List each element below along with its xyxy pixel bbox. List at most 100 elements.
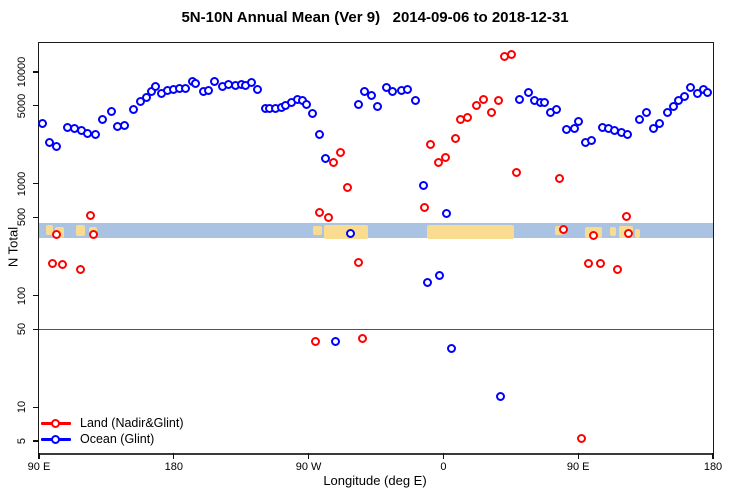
data-point-ocean [411, 95, 421, 105]
x-axis-tick [38, 453, 40, 459]
data-point-ocean [98, 114, 108, 124]
y-axis-tick-label: 50 [16, 323, 28, 336]
data-point-ocean [435, 271, 445, 281]
land-legend-circle-icon [51, 418, 60, 428]
data-point-ocean [423, 277, 433, 287]
legend: Land (Nadir&Glint) Ocean (Glint) [41, 415, 184, 447]
data-point-ocean [642, 107, 652, 117]
data-point-ocean [655, 118, 665, 128]
map-land-segment [323, 225, 368, 240]
data-point-land [471, 100, 481, 110]
data-point-land [425, 139, 435, 149]
data-point-land [336, 147, 346, 157]
y-axis-tick [33, 105, 39, 107]
y-axis-tick-label: 500 [16, 208, 28, 227]
data-point-ocean [574, 116, 584, 126]
data-point-ocean [90, 129, 100, 139]
data-point-land [494, 95, 504, 105]
data-point-land [328, 158, 338, 168]
data-point-ocean [307, 108, 317, 118]
data-point-land [323, 213, 333, 223]
data-point-land [479, 94, 489, 104]
data-point-ocean [128, 104, 138, 114]
data-point-land [315, 208, 325, 218]
x-axis-tick-label: 90 E [27, 461, 51, 473]
x-axis-tick [442, 453, 445, 459]
x-axis-tick-label: 180 [164, 461, 183, 473]
legend-label-land: Land (Nadir&Glint) [80, 416, 184, 430]
data-point-land [622, 212, 632, 222]
data-point-ocean [314, 129, 324, 139]
data-point-land [353, 258, 363, 268]
data-point-land [487, 107, 497, 117]
data-point-land [343, 182, 353, 192]
x-axis-tick-label: 90 E [566, 461, 590, 473]
x-axis-tick-label: 0 [440, 461, 447, 473]
map-land-segment [609, 227, 616, 237]
data-point-land [450, 133, 460, 143]
data-point-ocean [191, 78, 201, 88]
data-point-land [47, 259, 57, 269]
x-axis-tick-label: 180 [703, 461, 723, 473]
data-point-ocean [253, 84, 263, 94]
data-point-land [440, 152, 450, 162]
data-point-ocean [320, 153, 330, 163]
legend-item-ocean: Ocean (Glint) [41, 431, 184, 447]
data-point-ocean [703, 87, 713, 97]
chart-title: 5N-10N Annual Mean (Ver 9) 2014-09-06 to… [181, 9, 569, 26]
data-point-ocean [515, 94, 525, 104]
y-axis-tick [33, 183, 39, 185]
map-land-segment [45, 224, 54, 235]
data-point-ocean [669, 101, 679, 111]
data-point-ocean [210, 76, 220, 86]
land-series-marker-icon [41, 418, 71, 429]
data-point-ocean [142, 92, 152, 102]
legend-item-land: Land (Nadir&Glint) [41, 415, 184, 431]
x-axis-tick-label: 90 W [295, 461, 322, 473]
data-point-land [88, 230, 98, 240]
data-point-ocean [120, 120, 130, 130]
data-point-ocean [359, 86, 369, 96]
map-land-segment [635, 228, 640, 238]
data-point-ocean [402, 84, 412, 94]
y-axis-tick [33, 328, 39, 330]
x-axis-tick [307, 453, 310, 459]
data-point-land [596, 259, 606, 269]
data-point-ocean [663, 107, 673, 117]
data-point-ocean [204, 85, 214, 95]
data-point-land [463, 112, 473, 122]
reference-line-50 [39, 328, 713, 330]
data-point-ocean [680, 91, 690, 101]
data-point-ocean [649, 123, 659, 133]
x-axis-tick [577, 453, 579, 459]
data-point-ocean [552, 104, 562, 114]
data-point-ocean [623, 129, 633, 139]
y-axis-tick-label: 10000 [16, 56, 28, 88]
data-point-ocean [418, 180, 428, 190]
data-point-ocean [540, 97, 550, 107]
data-point-ocean [523, 87, 533, 97]
data-point-land [433, 158, 443, 168]
y-axis-tick-label: 100 [16, 286, 28, 305]
data-point-land [613, 265, 623, 275]
data-point-land [584, 259, 594, 269]
data-point-ocean [587, 135, 597, 145]
x-axis-tick [173, 453, 175, 459]
y-axis-tick [33, 71, 39, 73]
data-point-ocean [151, 81, 161, 91]
y-axis-tick-label: 10 [16, 401, 28, 414]
map-land-segment [426, 224, 514, 240]
data-point-ocean [367, 90, 377, 100]
data-point-land [51, 230, 61, 240]
data-point-land [554, 173, 564, 183]
data-point-land [589, 231, 599, 241]
data-point-land [58, 260, 68, 270]
map-land-segment [76, 225, 86, 237]
data-point-ocean [346, 229, 356, 239]
map-land-segment [313, 226, 323, 236]
y-axis-tick [33, 440, 39, 442]
y-axis-tick-label: 5 [16, 437, 28, 445]
data-point-ocean [446, 343, 456, 353]
data-point-ocean [330, 336, 340, 346]
